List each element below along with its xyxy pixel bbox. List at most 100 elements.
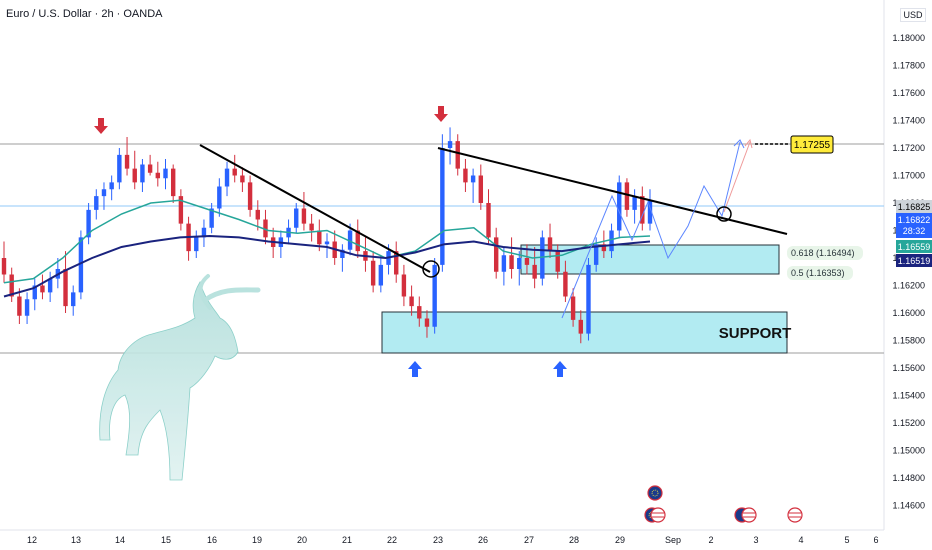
- breakout-circle: [422, 260, 440, 278]
- red-arrow-down-icon: [94, 118, 108, 134]
- time-tick-label: 28: [569, 535, 579, 545]
- candle: [186, 216, 191, 261]
- candle: [294, 203, 299, 234]
- candle: [378, 258, 384, 293]
- target-price-text: 1.17255: [794, 140, 831, 151]
- time-tick-label: 6: [873, 535, 878, 545]
- time-tick-label: 26: [478, 535, 488, 545]
- projection-path: [561, 141, 741, 319]
- fib-5-text: 0.5 (1.16353): [791, 268, 845, 278]
- price-tick-label: 1.15400: [892, 391, 925, 401]
- price-tick-label: 1.17200: [892, 143, 925, 153]
- fib-618-badge: 0.618 (1.16494): [787, 246, 863, 260]
- ema-slow-line: [3, 234, 651, 298]
- time-tick-label: 12: [27, 535, 37, 545]
- blue-arrow-up-icon: [408, 361, 422, 377]
- candle: [586, 258, 591, 341]
- support-label: SUPPORT: [719, 325, 792, 342]
- candle: [140, 159, 145, 192]
- time-tick-label: 16: [207, 535, 217, 545]
- ema-fast-tag: 1.16559: [896, 240, 932, 253]
- candle: [501, 247, 507, 286]
- price-tick-label: 1.17600: [892, 88, 925, 98]
- candle: [301, 192, 307, 231]
- ema-slow-text: 1.16519: [898, 256, 931, 266]
- candle: [163, 159, 168, 190]
- candle: [24, 292, 30, 324]
- countdown-text: 28:32: [903, 226, 926, 236]
- candle: [17, 288, 22, 324]
- candle: [509, 237, 514, 279]
- last-price-tag: 1.16822 28:32: [896, 213, 932, 238]
- downtrend-line-1[interactable]: [199, 144, 431, 273]
- candle: [547, 223, 553, 258]
- price-axis[interactable]: 1.18000 1.17800 1.17600 1.17400 1.17200 1.170…: [892, 33, 925, 511]
- fib-5-badge: 0.5 (1.16353): [787, 266, 853, 280]
- candles-group[interactable]: [1, 127, 653, 344]
- bull-icon: [99, 274, 261, 481]
- current-price-text: 1.16825: [898, 202, 931, 212]
- price-tick-label: 1.16200: [892, 281, 925, 291]
- price-tick-label: 1.16000: [892, 308, 925, 318]
- time-tick-label: 29: [615, 535, 625, 545]
- candle: [340, 244, 345, 272]
- candle: [101, 182, 107, 210]
- candle: [9, 267, 14, 302]
- eu-event-icon[interactable]: [647, 485, 663, 501]
- projection-arrowhead: [733, 139, 745, 149]
- us-event-icon[interactable]: [787, 507, 803, 523]
- price-tick-label: 1.15000: [892, 446, 925, 456]
- candle: [332, 230, 337, 265]
- candle: [417, 296, 422, 327]
- us-event-icon[interactable]: [741, 507, 757, 523]
- symbol-title[interactable]: Euro / U.S. Dollar · 2h · OANDA: [6, 8, 163, 20]
- time-tick-label: 2: [708, 535, 713, 545]
- time-tick-label: 5: [844, 535, 849, 545]
- candle: [363, 237, 368, 272]
- candle: [617, 175, 622, 238]
- candle: [32, 278, 37, 311]
- candle: [486, 189, 491, 245]
- time-tick-label: 4: [798, 535, 803, 545]
- projection-arrowhead-alt: [744, 138, 753, 149]
- time-tick-label: 15: [161, 535, 171, 545]
- candle: [40, 274, 45, 300]
- candle: [178, 189, 184, 231]
- candle: [624, 178, 630, 217]
- candle: [324, 233, 330, 258]
- candle: [194, 230, 199, 258]
- candle: [370, 251, 376, 293]
- price-tick-label: 1.17800: [892, 61, 925, 71]
- target-price-badge[interactable]: 1.17255: [790, 135, 834, 154]
- target-circle: [716, 206, 732, 222]
- price-tick-label: 1.17400: [892, 116, 925, 126]
- candle: [109, 175, 114, 201]
- time-tick-label: 14: [115, 535, 125, 545]
- candle: [232, 154, 237, 183]
- time-tick-label: Sep: [665, 535, 681, 545]
- candle: [132, 150, 137, 190]
- us-event-icon[interactable]: [650, 507, 666, 523]
- candle: [255, 200, 260, 231]
- ema-fast-line: [3, 199, 651, 284]
- candle: [463, 159, 468, 192]
- candle: [147, 154, 153, 176]
- candle: [240, 167, 245, 192]
- currency-button[interactable]: USD: [900, 8, 926, 22]
- fib-618-text: 0.618 (1.16494): [791, 248, 855, 258]
- candle: [170, 164, 176, 203]
- blue-arrow-up-icon: [553, 361, 567, 377]
- support-zone[interactable]: [381, 311, 788, 354]
- time-axis[interactable]: 12 13 14 15 16 19 20 21 22 23 26 27 28 29 Sep 2 3 4 5 6: [27, 535, 879, 545]
- candle: [540, 230, 545, 286]
- candle: [570, 288, 576, 327]
- candle: [478, 164, 484, 210]
- time-tick-label: 27: [524, 535, 534, 545]
- ema-slow-tag: 1.16519: [896, 254, 932, 267]
- candle: [201, 219, 207, 247]
- candle: [563, 260, 568, 302]
- candle: [401, 264, 407, 307]
- candle: [224, 161, 230, 197]
